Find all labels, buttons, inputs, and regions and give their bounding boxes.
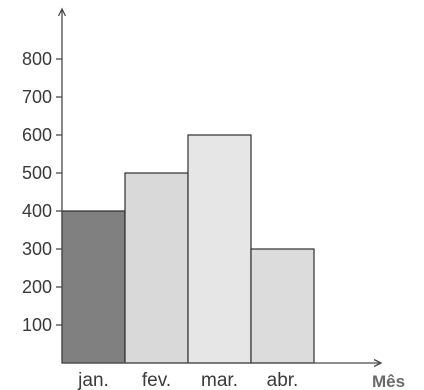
y-tick-label-200: 200 <box>22 277 52 297</box>
x-category-label-abr: abr. <box>267 370 299 390</box>
y-tick-label-600: 600 <box>22 125 52 145</box>
bar-mar <box>187 134 252 364</box>
y-tick-label-300: 300 <box>22 239 52 259</box>
bar-jan <box>61 210 126 364</box>
x-category-label-jan: jan. <box>77 370 109 390</box>
y-tick-label-500: 500 <box>22 163 52 183</box>
bar-abr <box>250 248 315 364</box>
x-axis-title: Mês <box>372 372 405 390</box>
bars-layer <box>61 134 315 364</box>
y-tick-label-700: 700 <box>22 87 52 107</box>
x-category-label-fev: fev. <box>142 370 171 390</box>
x-category-label-mar: mar. <box>201 370 238 390</box>
bar-fev <box>124 172 189 364</box>
y-ticks-layer: 100 200 300 400 500 600 700 800 <box>22 49 62 335</box>
y-tick-label-400: 400 <box>22 201 52 221</box>
x-categories-layer: jan. fev. mar. abr. <box>77 370 298 390</box>
y-tick-label-800: 800 <box>22 49 52 69</box>
y-tick-label-100: 100 <box>22 315 52 335</box>
